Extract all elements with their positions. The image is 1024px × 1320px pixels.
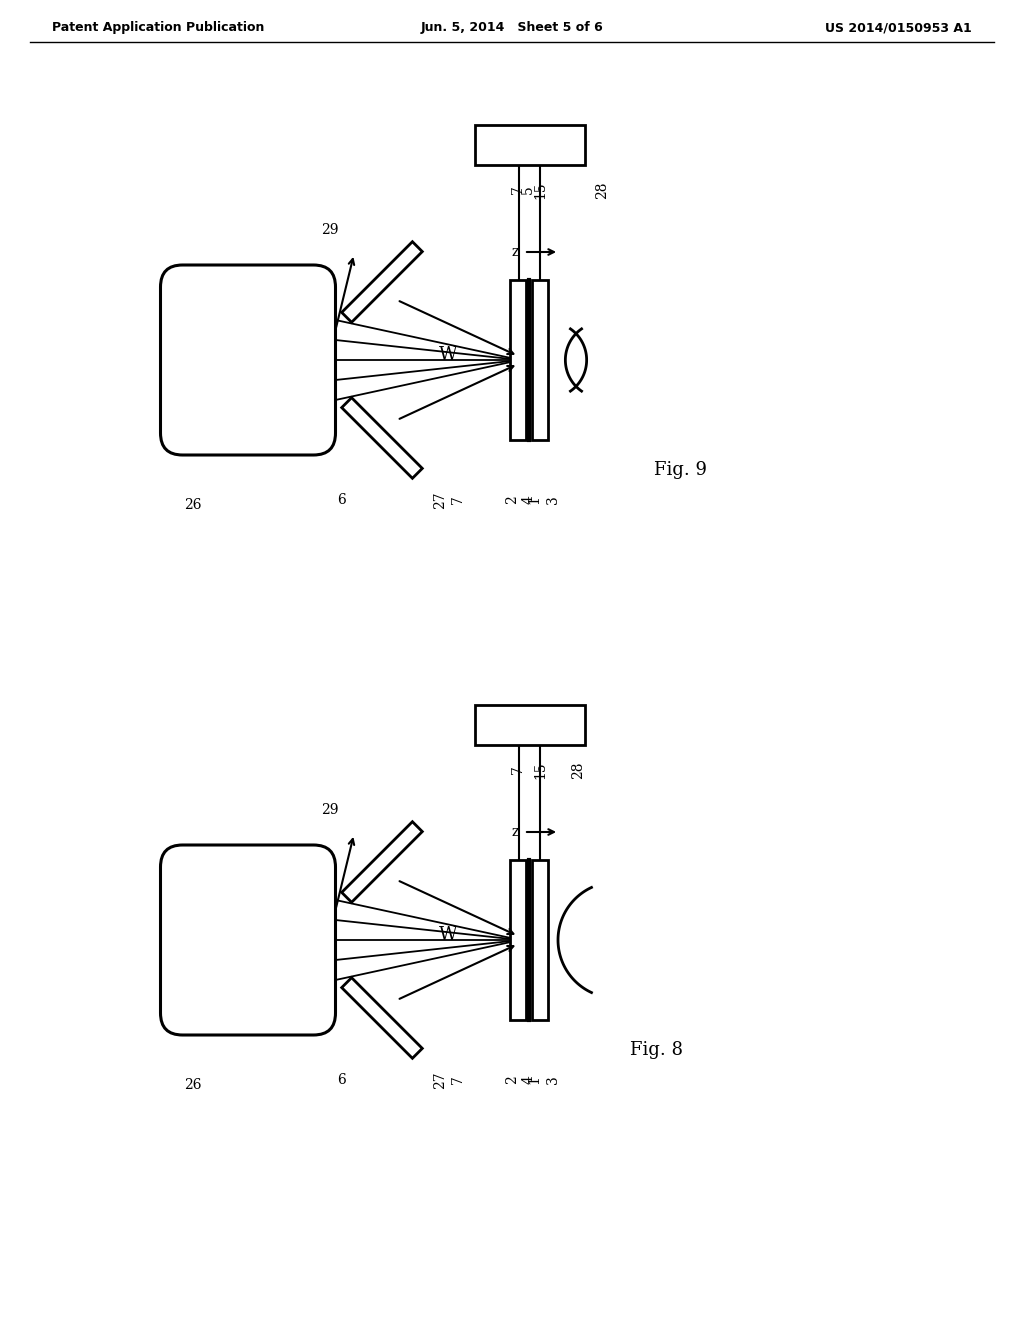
Text: 29: 29 bbox=[322, 223, 339, 238]
Bar bbox=[510, 861, 526, 1020]
Text: 15: 15 bbox=[534, 181, 547, 199]
Text: 27: 27 bbox=[433, 1072, 447, 1089]
Text: 7: 7 bbox=[451, 1076, 465, 1085]
Polygon shape bbox=[342, 242, 422, 322]
Text: 26: 26 bbox=[184, 498, 202, 512]
Text: 6: 6 bbox=[338, 1073, 346, 1086]
Text: 6: 6 bbox=[338, 492, 346, 507]
FancyBboxPatch shape bbox=[161, 265, 336, 455]
Text: US 2014/0150953 A1: US 2014/0150953 A1 bbox=[825, 21, 972, 34]
Text: 2: 2 bbox=[505, 495, 519, 504]
Text: Fig. 8: Fig. 8 bbox=[630, 1041, 683, 1059]
Text: 5: 5 bbox=[521, 186, 535, 194]
Text: 2: 2 bbox=[505, 1076, 519, 1084]
Bar bbox=[475, 705, 585, 744]
Text: 15: 15 bbox=[534, 762, 547, 779]
Bar bbox=[510, 280, 526, 440]
Text: Jun. 5, 2014   Sheet 5 of 6: Jun. 5, 2014 Sheet 5 of 6 bbox=[421, 21, 603, 34]
Text: 7: 7 bbox=[511, 186, 525, 194]
Text: z: z bbox=[511, 825, 518, 840]
Polygon shape bbox=[342, 397, 422, 478]
Text: W: W bbox=[438, 927, 458, 944]
Bar bbox=[475, 125, 585, 165]
Text: 1: 1 bbox=[527, 1076, 541, 1085]
Text: 26: 26 bbox=[184, 1078, 202, 1092]
Text: W: W bbox=[438, 346, 458, 364]
Text: 29: 29 bbox=[322, 803, 339, 817]
Text: z: z bbox=[511, 246, 518, 259]
FancyBboxPatch shape bbox=[161, 845, 336, 1035]
Text: 27: 27 bbox=[433, 491, 447, 508]
Polygon shape bbox=[342, 821, 422, 903]
Text: 4: 4 bbox=[522, 1076, 536, 1085]
Text: 3: 3 bbox=[546, 1076, 560, 1084]
Text: Patent Application Publication: Patent Application Publication bbox=[52, 21, 264, 34]
Text: 4: 4 bbox=[522, 495, 536, 504]
Bar bbox=[532, 280, 548, 440]
Text: 1: 1 bbox=[527, 495, 541, 504]
Polygon shape bbox=[342, 978, 422, 1059]
Text: Fig. 9: Fig. 9 bbox=[654, 461, 707, 479]
Text: 3: 3 bbox=[546, 495, 560, 504]
Text: 28: 28 bbox=[595, 181, 609, 199]
Text: 7: 7 bbox=[451, 495, 465, 504]
Bar bbox=[532, 861, 548, 1020]
Text: 28: 28 bbox=[571, 762, 585, 779]
Text: 7: 7 bbox=[511, 766, 525, 775]
